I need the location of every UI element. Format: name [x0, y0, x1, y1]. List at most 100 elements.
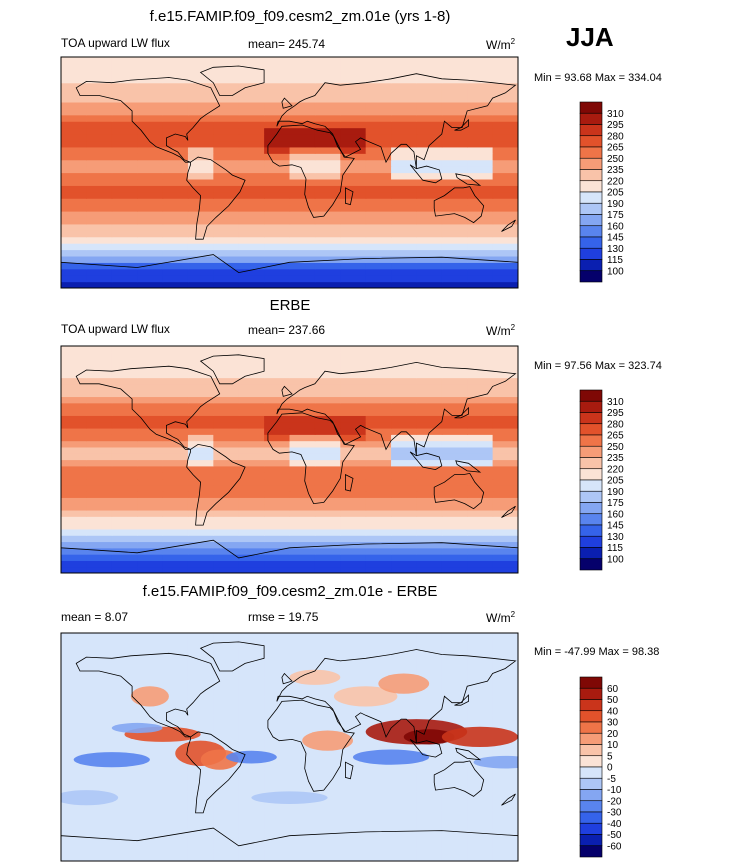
map-cell — [492, 101, 518, 109]
map-cell — [467, 709, 494, 716]
map-cell — [365, 816, 392, 824]
map-cell — [61, 633, 87, 640]
map-cell — [441, 211, 468, 219]
map-cell — [492, 633, 518, 640]
map-cell — [467, 639, 494, 647]
map-cell — [61, 249, 87, 257]
map-cell — [264, 478, 291, 486]
map-cell — [264, 446, 291, 454]
map-cell — [492, 778, 518, 786]
map-cell — [187, 434, 214, 442]
map-cell — [61, 702, 87, 710]
map-cell — [365, 421, 392, 429]
map-cell — [467, 346, 494, 353]
map-cell — [238, 223, 265, 231]
map-cell — [137, 566, 164, 573]
map-cell — [61, 509, 87, 517]
map-cell — [264, 262, 291, 270]
map-cell — [213, 766, 240, 773]
panel2-mean-label: mean= 237.66 — [248, 323, 326, 337]
map-cell — [162, 645, 189, 653]
map-cell — [289, 371, 316, 379]
map-cell — [187, 409, 214, 416]
map-cell — [365, 140, 392, 148]
map-cell — [238, 528, 265, 536]
map-cell — [162, 702, 189, 710]
map-cell — [86, 554, 113, 561]
map-cell — [61, 465, 87, 473]
map-cell — [289, 402, 316, 410]
map-cell — [264, 652, 291, 659]
colorbar-box — [579, 732, 603, 745]
map-cell — [365, 57, 392, 65]
map-cell — [213, 198, 240, 206]
map-cell — [213, 566, 240, 573]
map-cell — [213, 721, 240, 729]
map-cell — [314, 453, 341, 461]
map-cell — [61, 453, 87, 461]
map-cell — [314, 371, 341, 379]
colorbar-tick-label: 115 — [607, 255, 623, 266]
map-cell — [213, 268, 240, 276]
colorbar-tick-label: 30 — [607, 718, 619, 729]
map-cell — [111, 696, 138, 704]
map-cell — [187, 854, 214, 861]
map-cell — [289, 76, 316, 84]
coastline — [199, 354, 265, 385]
coastline — [345, 473, 354, 492]
colorbar-tick-label: 40 — [607, 706, 619, 717]
map-cell — [187, 528, 214, 536]
map-cell — [467, 677, 494, 685]
map-cell — [492, 249, 518, 257]
map-cell — [340, 554, 367, 561]
map-cell — [264, 249, 291, 257]
map-cell — [264, 497, 291, 505]
map-cell — [111, 842, 138, 849]
map-cell — [365, 89, 392, 97]
map-cell — [289, 396, 316, 404]
map-cell — [238, 772, 265, 780]
map-cell — [340, 402, 367, 410]
map-cell — [111, 153, 138, 161]
map-cell — [264, 772, 291, 780]
map-cell — [238, 262, 265, 270]
map-cell — [264, 421, 291, 429]
map-cell — [162, 854, 189, 861]
map-cell — [86, 652, 113, 659]
map-cell — [441, 101, 468, 109]
colorbar-tick-label: -30 — [607, 808, 622, 819]
map-cell — [61, 459, 87, 467]
map-cell — [264, 427, 291, 435]
map-cell — [365, 491, 392, 498]
map-cell — [340, 778, 367, 786]
map-cell — [137, 740, 164, 748]
map-cell — [61, 747, 87, 754]
map-cell — [391, 554, 418, 561]
map-cell — [111, 346, 138, 353]
map-cell — [187, 683, 214, 691]
map-cell — [492, 371, 518, 379]
colorbar-tick-label: 100 — [607, 554, 624, 565]
map-cell — [492, 677, 518, 685]
map-cell — [441, 166, 468, 174]
map-cell — [238, 352, 265, 360]
map-cell — [238, 848, 265, 856]
map-cell — [314, 566, 341, 573]
map-cell — [365, 509, 392, 517]
map-cell — [187, 516, 214, 524]
map-cell — [467, 434, 494, 442]
coastline — [186, 731, 246, 814]
map-cell — [365, 178, 392, 186]
map-cell — [162, 153, 189, 161]
map-cell — [111, 664, 138, 672]
map-cell — [137, 396, 164, 404]
map-cell — [86, 108, 113, 116]
map-cell — [111, 364, 138, 372]
map-cell — [441, 465, 468, 473]
map-cell — [416, 134, 443, 142]
map-cell — [314, 778, 341, 786]
map-cell — [238, 823, 265, 830]
map-cell — [467, 547, 494, 555]
map-cell — [187, 721, 214, 729]
map-cell — [314, 63, 341, 71]
